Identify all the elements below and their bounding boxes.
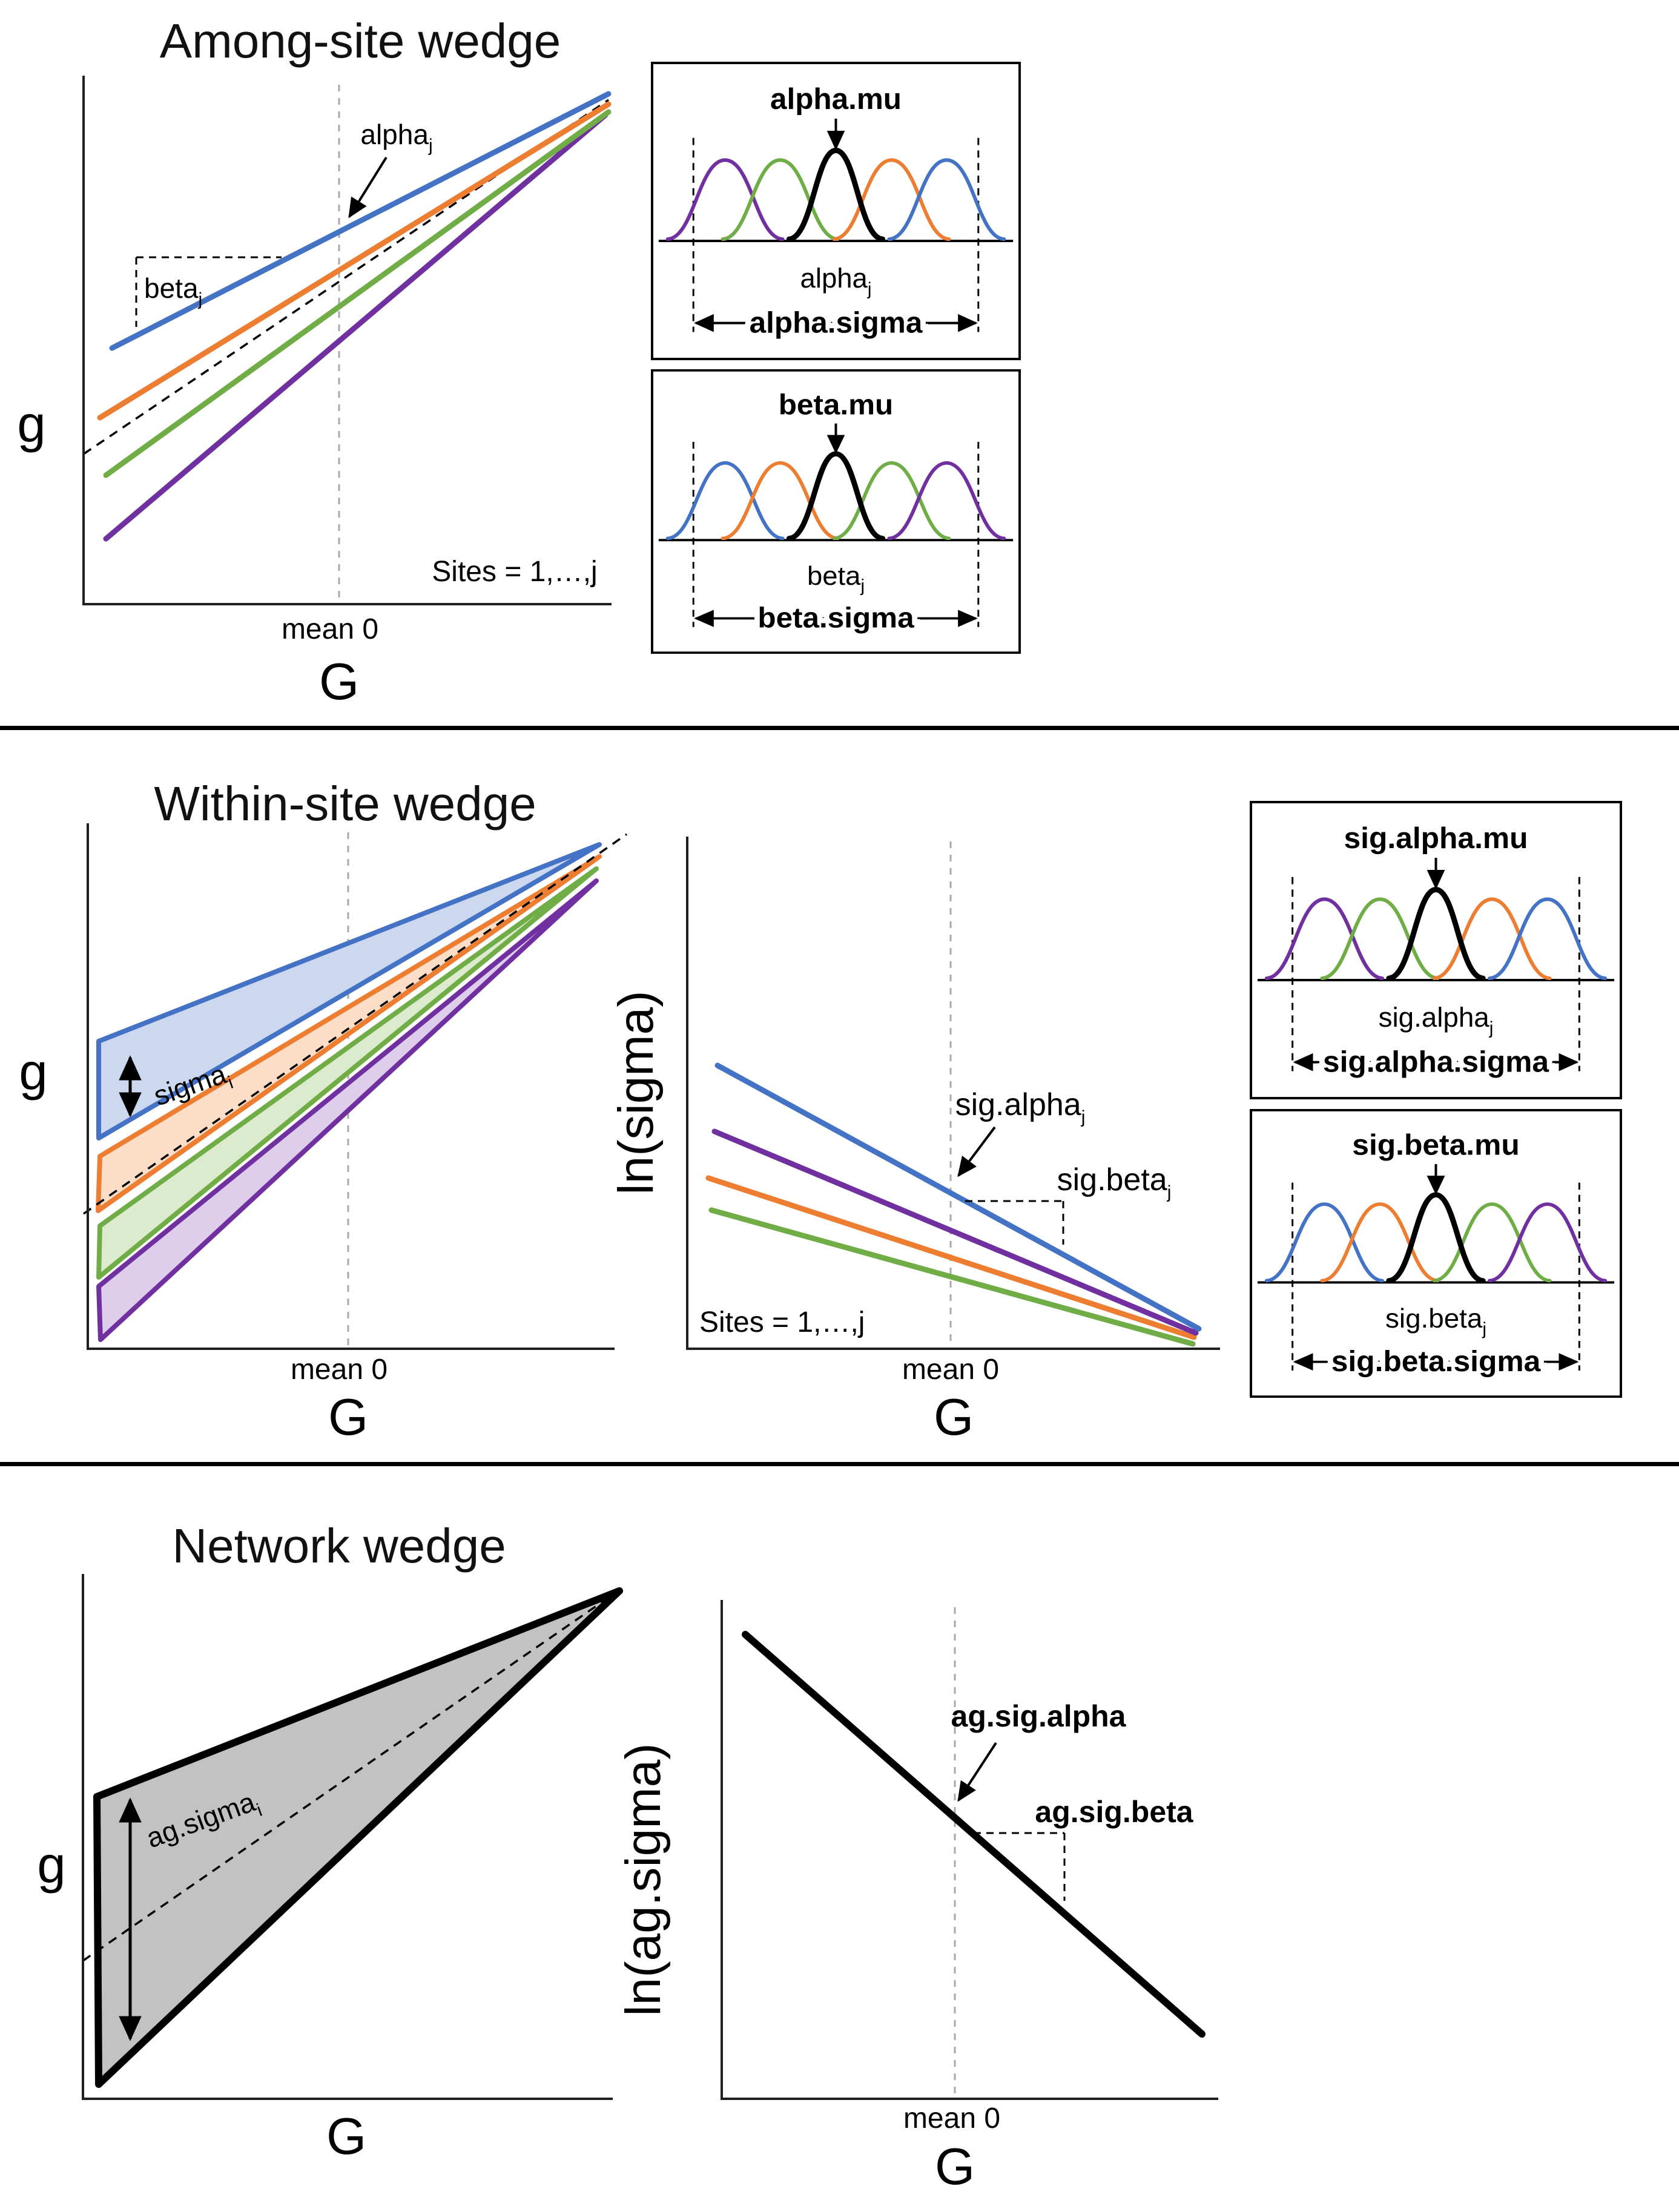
dist-label: betaj [807, 562, 865, 596]
sig-alpha-arrow-icon [957, 1126, 996, 1177]
within-beta-inset: sig.beta.mu sig.betaj sig.beta.sigma [1249, 1108, 1623, 1398]
among-plot: betaj alphaj Sites = 1,…,j mean 0 G g [17, 76, 612, 711]
site-wedge-orange [96, 854, 602, 1213]
inset-box-border [1249, 1108, 1623, 1398]
mean-zero-label: mean 0 [903, 2102, 1000, 2135]
distribution-inset: sig.beta.mu sig.betaj sig.beta.sigma [1249, 1108, 1623, 1398]
site-line-green [103, 109, 612, 478]
y-axis-label: g [17, 396, 45, 453]
site-wedge-purple [96, 878, 599, 1342]
sigma-line-orange [705, 1175, 1197, 1340]
x-axis-label: G [326, 2108, 366, 2165]
within-title: Within-site wedge [154, 777, 536, 831]
mu-label: sig.beta.mu [1352, 1129, 1519, 1161]
y-axis-label: ln(ag.sigma) [616, 1743, 671, 2016]
ag-sigma-line [742, 1631, 1206, 2038]
x-axis-label: G [319, 653, 359, 711]
y-axis-label: g [37, 1837, 65, 1894]
among-alpha-inset: alpha.mu alphaj alpha.sigma [650, 61, 1021, 361]
sigma-line-purple [711, 1128, 1199, 1336]
sig-beta-annotation: sig.betaj [1057, 1162, 1172, 1202]
distribution-inset: sig.alpha.mu sig.alphaj sig.alpha.sigma [1249, 800, 1623, 1100]
beta-annotation: betaj [144, 272, 202, 309]
dist-label: sig.alphaj [1379, 1002, 1494, 1038]
network-wedge-shape [93, 1587, 623, 2088]
inset-box-border [1249, 800, 1623, 1100]
x-axis-label: G [328, 1389, 368, 1446]
section-divider [0, 726, 1679, 730]
mean-zero-label: mean 0 [282, 613, 378, 645]
mu-label: sig.alpha.mu [1344, 821, 1528, 855]
within-line-plot: sig.alphaj sig.betaj Sites = 1,…,j mean … [609, 837, 1220, 1446]
sigma-line-green [708, 1207, 1196, 1347]
distribution-inset: alpha.mu alphaj alpha.sigma [650, 61, 1021, 361]
network-wedge-plot: ag.sigmai g G [37, 1574, 627, 2165]
alpha-arrow-icon [348, 156, 388, 219]
inset-box-border [650, 369, 1021, 654]
site-wedge-blue [96, 842, 602, 1141]
mean-trend-dashed-line [82, 833, 628, 1215]
y-axis-label: ln(sigma) [609, 990, 664, 1194]
x-axis-label: G [934, 1389, 974, 1446]
among-title: Among-site wedge [159, 14, 561, 68]
within-alpha-inset: sig.alpha.mu sig.alphaj sig.alpha.sigma [1249, 800, 1623, 1100]
sig-alpha-annotation: sig.alphaj [955, 1087, 1086, 1127]
axes [82, 1574, 613, 2100]
axes [721, 1600, 1218, 2100]
site-line-purple [103, 112, 609, 542]
ag-sig-alpha-annotation: ag.sig.alpha [951, 1699, 1127, 1733]
sigma-label: beta.sigma [757, 602, 914, 634]
sigma-line-blue [714, 1062, 1202, 1332]
axes [686, 837, 1220, 1350]
ag-sig-alpha-arrow-icon [957, 1742, 997, 1802]
within-wedge-plot: sigmai mean 0 G g [19, 823, 628, 1446]
y-axis-label: g [19, 1044, 47, 1101]
mu-label: alpha.mu [770, 82, 902, 116]
x-axis-label: G [935, 2138, 975, 2196]
axes [82, 76, 612, 605]
site-wedge-green [96, 866, 599, 1280]
network-title: Network wedge [172, 1519, 506, 1573]
dist-label: alphaj [800, 263, 872, 299]
mean-zero-label: mean 0 [291, 1354, 388, 1386]
sigma-label: sig.alpha.sigma [1323, 1045, 1549, 1079]
site-line-blue [109, 91, 612, 351]
sigma-label: alpha.sigma [750, 306, 923, 339]
inset-box-border [650, 61, 1021, 361]
sigma-label: sig.beta.sigma [1331, 1346, 1541, 1378]
distribution-inset: beta.mu betaj beta.sigma [650, 369, 1021, 654]
network-line-plot: ag.sig.alpha ag.sig.beta mean 0 G ln(ag.… [616, 1600, 1218, 2196]
sites-note: Sites = 1,…,j [699, 1306, 865, 1338]
among-beta-inset: beta.mu betaj beta.sigma [650, 369, 1021, 654]
mean-zero-label: mean 0 [902, 1354, 999, 1386]
dist-label: sig.betaj [1385, 1303, 1486, 1339]
axes [87, 823, 615, 1350]
site-line-orange [97, 101, 612, 421]
mu-label: beta.mu [779, 389, 894, 421]
alpha-annotation: alphaj [360, 119, 432, 156]
ag-sig-beta-annotation: ag.sig.beta [1035, 1795, 1193, 1829]
section-divider [0, 1462, 1679, 1466]
sites-note: Sites = 1,…,j [432, 556, 597, 588]
